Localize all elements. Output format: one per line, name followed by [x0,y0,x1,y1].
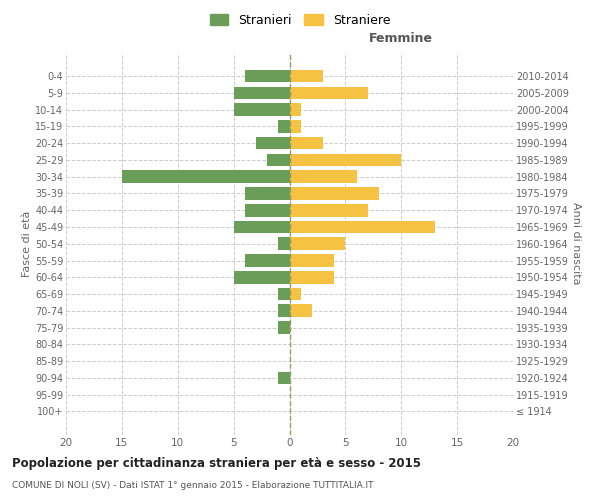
Bar [245,254,290,267]
Text: Popolazione per cittadinanza straniera per età e sesso - 2015: Popolazione per cittadinanza straniera p… [12,458,421,470]
Bar [245,70,290,82]
Bar [233,104,290,116]
Bar [290,70,323,82]
Bar [278,120,290,132]
Legend: Stranieri, Straniere: Stranieri, Straniere [205,8,395,32]
Y-axis label: Anni di nascita: Anni di nascita [571,202,581,285]
Bar [278,322,290,334]
Bar [290,204,368,216]
Bar [290,137,323,149]
Bar [290,120,301,132]
Bar [290,170,356,183]
Bar [290,220,435,234]
Text: COMUNE DI NOLI (SV) - Dati ISTAT 1° gennaio 2015 - Elaborazione TUTTITALIA.IT: COMUNE DI NOLI (SV) - Dati ISTAT 1° genn… [12,481,373,490]
Bar [290,86,368,99]
Bar [278,372,290,384]
Bar [256,137,290,149]
Bar [290,271,334,283]
Bar [245,187,290,200]
Bar [245,204,290,216]
Bar [290,304,312,317]
Bar [290,254,334,267]
Bar [233,271,290,283]
Bar [290,154,401,166]
Bar [278,304,290,317]
Bar [278,288,290,300]
Bar [267,154,290,166]
Bar [290,238,346,250]
Bar [290,104,301,116]
Y-axis label: Fasce di età: Fasce di età [22,210,32,277]
Bar [122,170,290,183]
Bar [233,86,290,99]
Bar [290,187,379,200]
Bar [290,288,301,300]
Bar [233,220,290,234]
Text: Femmine: Femmine [369,32,433,45]
Bar [278,238,290,250]
